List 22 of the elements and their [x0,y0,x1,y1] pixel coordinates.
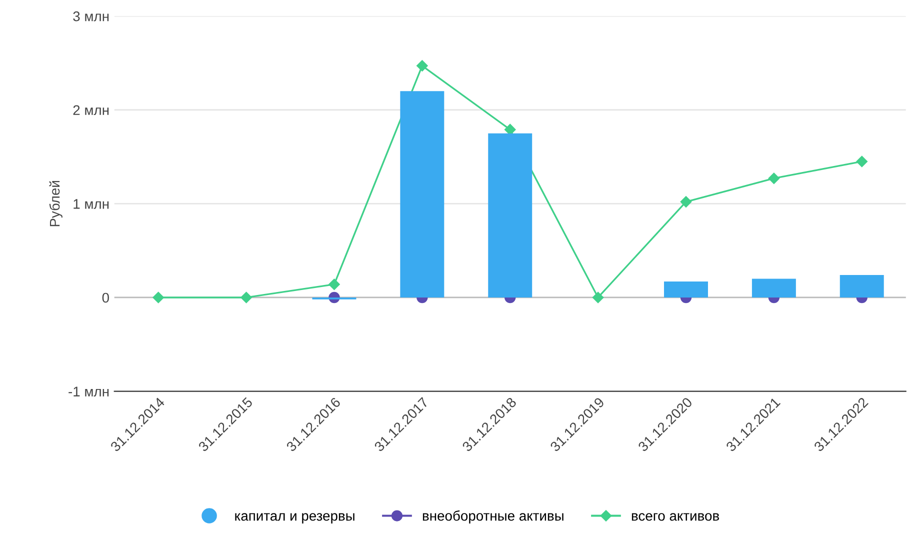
point [240,292,252,304]
bar [664,282,708,298]
y-axis-title: Рублей [49,181,62,226]
y-tick-label: -1 млн [68,386,109,396]
bar [400,91,444,298]
point [768,172,780,184]
legend-label: всего активов [632,513,720,521]
point [592,292,604,304]
bar [752,278,796,298]
point [416,60,428,72]
point [328,278,340,290]
point [152,292,164,304]
y-tick-label: 0 [102,292,109,303]
legend-label: капитал и резервы [235,513,354,524]
bar [488,133,532,298]
bar [840,274,884,298]
legend-label: внеоборотные активы [422,510,564,524]
y-tick-label: 1 млн [74,199,109,209]
y-tick-label: 3 млн [73,11,109,22]
point [680,196,692,208]
point [856,156,868,168]
y-tick-label: 2 млн [73,105,109,116]
